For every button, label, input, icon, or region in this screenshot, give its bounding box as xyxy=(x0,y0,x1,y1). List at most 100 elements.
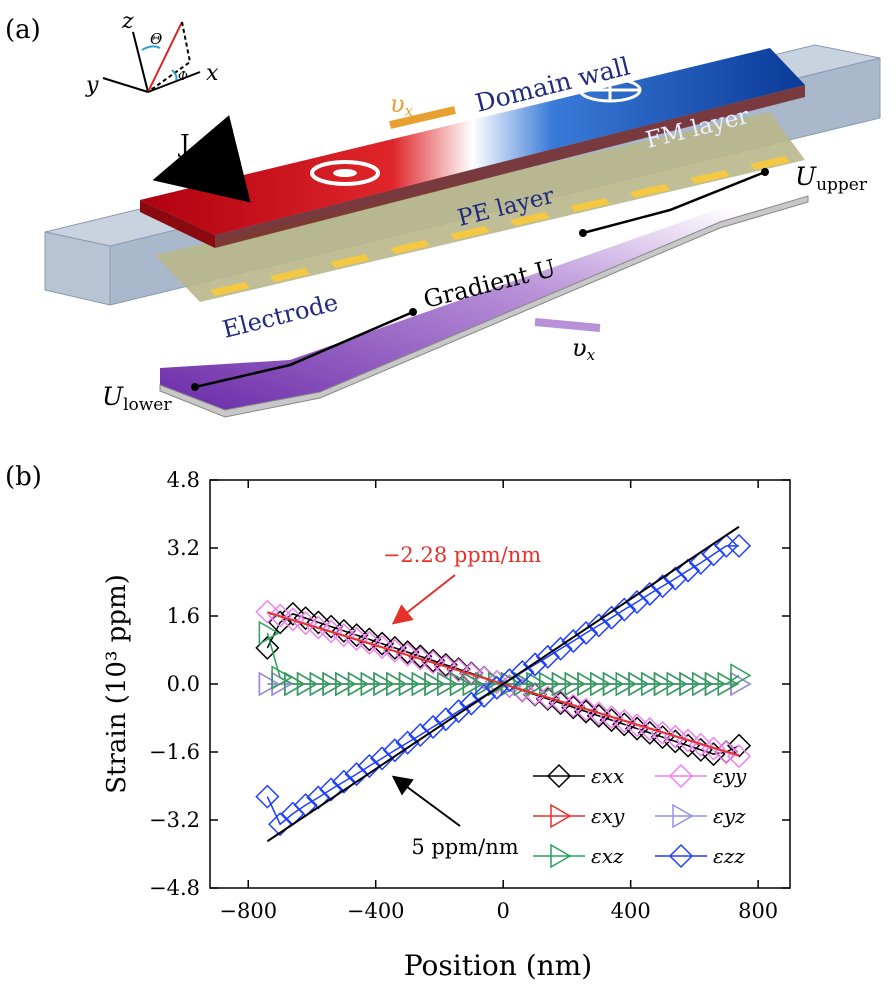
legend-label: εxz xyxy=(591,844,624,868)
velocity-arrow xyxy=(534,318,601,332)
plot-frame xyxy=(209,479,791,889)
marker xyxy=(335,671,357,697)
marker xyxy=(446,657,471,682)
marker xyxy=(586,613,611,638)
phi: Φ xyxy=(178,69,188,83)
marker xyxy=(437,671,459,697)
marker xyxy=(395,730,420,755)
legend-label: εyy xyxy=(713,764,747,788)
y-tick-label: 4.8 xyxy=(167,468,200,492)
marker xyxy=(526,671,548,697)
subscript: x xyxy=(405,102,414,120)
marker xyxy=(462,671,484,697)
legend: εxx εyy εxy εyz εxz εzz xyxy=(533,763,747,869)
y-tick-label: −4.8 xyxy=(149,876,200,900)
fit-line xyxy=(266,525,740,843)
marker xyxy=(561,629,586,654)
marker xyxy=(319,614,344,639)
marker xyxy=(271,665,293,690)
marker xyxy=(535,644,560,669)
marker xyxy=(717,671,739,697)
marker xyxy=(421,714,446,739)
velocity-arrow xyxy=(389,106,456,129)
marker xyxy=(522,652,548,677)
marker xyxy=(258,671,280,697)
marker xyxy=(296,671,319,697)
marker xyxy=(675,558,701,583)
velocity-label: υx xyxy=(572,334,596,364)
marker xyxy=(449,671,472,697)
marker xyxy=(459,662,484,687)
y-tick-label: 3.2 xyxy=(167,536,200,560)
marker xyxy=(573,620,599,646)
marker xyxy=(344,626,369,652)
annotation: −2.28 ppm/nm xyxy=(383,543,541,567)
spin-out xyxy=(310,160,380,186)
marker xyxy=(599,708,624,733)
marker xyxy=(268,603,293,628)
legend-label: εyz xyxy=(713,804,746,828)
marker xyxy=(628,671,650,697)
marker xyxy=(347,671,370,697)
marker xyxy=(730,663,752,688)
marker xyxy=(550,843,572,869)
marker xyxy=(373,671,395,697)
marker xyxy=(704,671,727,697)
x-tick-label: 0 xyxy=(496,899,509,923)
marker xyxy=(268,812,293,837)
marker xyxy=(319,619,344,644)
marker xyxy=(615,671,637,697)
u-upper-label: Uupper xyxy=(795,162,868,195)
x-tick-label: −800 xyxy=(219,899,277,923)
marker xyxy=(386,671,408,697)
marker xyxy=(726,533,752,558)
marker xyxy=(370,746,395,771)
marker xyxy=(331,623,356,648)
marker xyxy=(548,689,573,714)
marker xyxy=(370,634,395,660)
marker xyxy=(564,671,586,697)
y-tick-label: 1.6 xyxy=(167,604,200,628)
panel-label: (a) xyxy=(5,15,41,45)
electrode-pads xyxy=(210,156,790,296)
marker xyxy=(306,785,331,810)
marker xyxy=(408,722,433,748)
marker xyxy=(672,803,694,829)
marker xyxy=(421,650,446,675)
marker xyxy=(624,716,650,741)
marker xyxy=(546,763,572,789)
marker xyxy=(395,640,420,665)
marker xyxy=(433,707,458,732)
marker xyxy=(539,671,561,697)
marker xyxy=(357,627,382,652)
marker xyxy=(726,733,752,758)
current-label: Jc xyxy=(177,130,199,160)
marker xyxy=(612,597,637,622)
annotation-arrow xyxy=(391,775,461,827)
spin-out-dot xyxy=(333,169,357,177)
electrode-label: Electrode xyxy=(220,288,341,344)
marker xyxy=(612,712,637,737)
marker xyxy=(293,611,318,636)
marker xyxy=(599,605,624,630)
marker xyxy=(612,708,637,734)
pe-layer-shape xyxy=(155,112,805,302)
axis-x: x xyxy=(206,61,219,86)
symbol: υ xyxy=(572,334,587,362)
symbol: υ xyxy=(390,90,405,118)
annotation-arrow xyxy=(391,574,456,625)
axis-z: z xyxy=(121,9,134,34)
marker xyxy=(548,636,573,661)
velocity-label: υx xyxy=(390,90,414,120)
potential-dots xyxy=(191,168,769,391)
legend-label: εxy xyxy=(591,804,625,828)
marker xyxy=(382,635,407,660)
marker xyxy=(382,738,407,763)
marker xyxy=(344,623,369,648)
marker xyxy=(331,769,356,794)
marker xyxy=(258,620,280,646)
marker xyxy=(577,671,599,697)
marker xyxy=(510,660,535,685)
marker xyxy=(668,843,694,869)
